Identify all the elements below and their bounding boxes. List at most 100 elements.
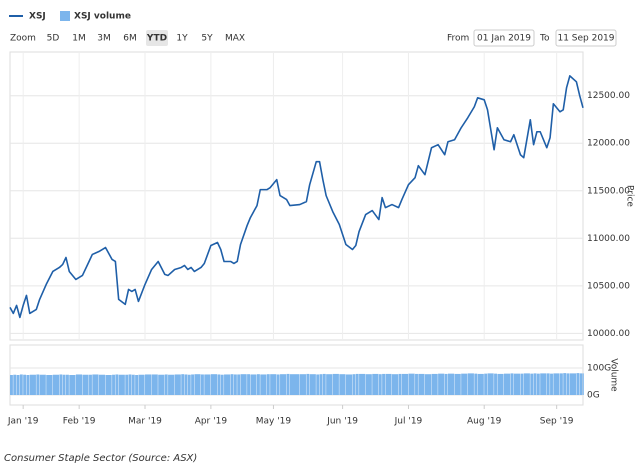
volume-bar (378, 374, 382, 395)
zoom-button-label[interactable]: 5D (47, 34, 60, 44)
zoom-button-label[interactable]: 6M (123, 34, 137, 44)
y2-axis-label: Volume (609, 358, 619, 392)
volume-bar (247, 374, 250, 395)
x-tick-label: Sep '19 (540, 417, 574, 427)
volume-bar (187, 374, 191, 395)
y-tick-label: 12000.00 (587, 139, 630, 149)
volume-bar (299, 374, 306, 395)
zoom-button-label[interactable]: YTD (146, 34, 167, 44)
volume-bar (503, 373, 511, 395)
y-axis-label: Price (625, 185, 635, 207)
volume-bar (233, 374, 237, 395)
zoom-button-label[interactable]: 1M (72, 34, 86, 44)
from-label: From (447, 34, 469, 44)
volume-bar (115, 374, 119, 395)
volume-bar (536, 373, 540, 395)
zoom-button[interactable] (172, 30, 192, 46)
zoom-button-label[interactable]: MAX (225, 34, 245, 44)
volume-bar (13, 374, 17, 395)
from-input[interactable] (473, 29, 535, 47)
volume-bar (398, 373, 402, 395)
volume-bar (174, 374, 181, 395)
volume-bar (217, 374, 221, 395)
volume-bar (286, 373, 290, 395)
volume-bar (62, 374, 66, 395)
zoom-label: Zoom (10, 34, 36, 44)
volume-bar (332, 373, 339, 395)
volume-bar (359, 373, 366, 395)
zoom-button[interactable] (197, 30, 217, 46)
volume-bar (576, 373, 580, 395)
volume-bar (494, 373, 497, 395)
zoom-button[interactable] (69, 30, 89, 46)
volume-bar (484, 373, 488, 395)
legend-entry[interactable]: XSJ (29, 12, 46, 22)
volume-bar (280, 374, 287, 395)
volume-bar (326, 374, 333, 395)
volume-bar (345, 374, 353, 395)
volume-bar (497, 373, 504, 395)
x-tick-label: Apr '19 (195, 417, 228, 427)
volume-bar (131, 374, 135, 395)
volume-bar (19, 374, 23, 395)
volume-bar (164, 374, 168, 395)
legend-entry[interactable]: XSJ volume (74, 12, 131, 22)
caption: Consumer Staple Sector (Source: ASX) (4, 453, 197, 464)
volume-bar (401, 373, 409, 395)
volume-bar (569, 373, 577, 395)
volume-bar (418, 373, 425, 395)
volume-bar (372, 373, 379, 395)
volume-bar (105, 375, 112, 395)
volume-bar (250, 374, 257, 395)
x-tick-label: May '19 (256, 417, 292, 427)
volume-bar (355, 373, 359, 395)
volume-bar (454, 373, 461, 395)
from-date[interactable]: 01 Jan 2019 (477, 34, 531, 44)
zoom-button-label[interactable]: 3M (97, 34, 111, 44)
x-tick-label: Aug '19 (467, 417, 502, 427)
volume-bar (75, 374, 83, 395)
volume-bar (220, 374, 224, 395)
volume-bar (289, 374, 300, 395)
volume-bar (168, 374, 175, 395)
volume-bar (210, 374, 218, 395)
volume-bar (65, 374, 69, 395)
volume-bar (69, 375, 76, 395)
volume-bar (184, 374, 188, 395)
volume-bar (559, 373, 563, 395)
zoom-button[interactable] (223, 30, 247, 46)
y-tick-label: 11500.00 (587, 186, 630, 196)
volume-bar (316, 374, 320, 395)
x-tick-label: Jul '19 (394, 417, 423, 427)
to-input[interactable] (555, 29, 617, 47)
zoom-button-label[interactable]: 1Y (176, 34, 188, 44)
volume-bar (566, 373, 570, 395)
volume-bar (431, 373, 438, 395)
zoom-button[interactable] (120, 30, 140, 46)
zoom-button[interactable] (94, 30, 114, 46)
volume-bar (194, 374, 201, 395)
volume-bar (82, 374, 89, 395)
y2-tick-label: 0G (587, 391, 600, 401)
volume-bar (540, 373, 547, 395)
volume-bar (444, 373, 448, 395)
volume-bar (92, 374, 99, 395)
volume-bar (583, 373, 584, 395)
to-label: To (539, 34, 550, 44)
y-tick-label: 11000.00 (587, 234, 630, 244)
to-date[interactable]: 11 Sep 2019 (557, 34, 614, 44)
zoom-button-label[interactable]: 5Y (201, 34, 213, 44)
volume-bar (256, 374, 260, 395)
volume-bar (319, 374, 323, 395)
zoom-button[interactable] (43, 30, 63, 46)
volume-bar (266, 374, 270, 395)
volume-bar (112, 374, 115, 395)
legend-box-icon (60, 11, 70, 21)
volume-bar (392, 374, 399, 395)
zoom-button[interactable] (146, 30, 168, 46)
y-tick-label: 10500.00 (587, 281, 630, 291)
volume-bar (447, 373, 455, 395)
volume-bar (128, 374, 132, 395)
volume-bar (240, 374, 247, 395)
volume-bar (204, 374, 211, 395)
